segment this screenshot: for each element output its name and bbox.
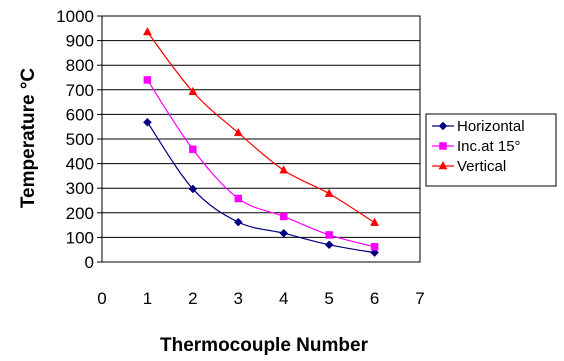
data-point-vertical bbox=[279, 165, 289, 174]
x-tick-label: 1 bbox=[143, 289, 152, 308]
series-group bbox=[143, 26, 379, 258]
data-point-inc-at-15 bbox=[189, 145, 197, 154]
series-line-vertical bbox=[146, 31, 375, 224]
data-point-vertical bbox=[233, 127, 243, 137]
y-tick-label: 200 bbox=[66, 204, 94, 223]
series-line-horizontal bbox=[146, 121, 375, 254]
data-point-horizontal bbox=[143, 117, 152, 127]
x-axis-ticks: 0 1 2 3 4 5 6 7 bbox=[97, 289, 424, 308]
legend-label-inc-at-15: Inc.at 15° bbox=[457, 138, 521, 155]
y-axis-title: Temperature °C bbox=[18, 68, 39, 209]
y-tick-label: 700 bbox=[66, 81, 94, 100]
data-point-inc-at-15 bbox=[325, 231, 333, 239]
gridlines bbox=[102, 40, 420, 238]
x-tick-label: 0 bbox=[97, 289, 106, 308]
x-tick-label: 5 bbox=[324, 289, 333, 308]
data-point-vertical bbox=[324, 188, 334, 197]
y-axis-ticks: 0 100 200 300 400 500 600 700 800 900 1000 bbox=[56, 7, 102, 272]
data-point-inc-at-15 bbox=[279, 212, 288, 221]
y-tick-label: 300 bbox=[66, 179, 94, 198]
data-point-horizontal bbox=[324, 240, 334, 250]
x-tick-label: 2 bbox=[188, 289, 197, 308]
data-point-vertical bbox=[370, 217, 379, 226]
series-vertical bbox=[143, 26, 379, 226]
x-tick-label: 4 bbox=[279, 289, 288, 308]
series-inc-at-15 bbox=[143, 76, 379, 251]
x-tick-label: 7 bbox=[415, 289, 424, 308]
y-tick-label: 1000 bbox=[56, 7, 94, 26]
data-point-vertical bbox=[188, 86, 198, 96]
series-horizontal bbox=[143, 117, 379, 258]
legend-label-vertical: Vertical bbox=[457, 158, 506, 175]
data-point-inc-at-15 bbox=[143, 76, 152, 84]
y-tick-label: 0 bbox=[85, 253, 94, 272]
y-tick-label: 500 bbox=[66, 130, 94, 149]
y-tick-label: 400 bbox=[66, 155, 94, 174]
legend-marker-horizontal bbox=[438, 121, 448, 131]
legend-marker-inc-at-15 bbox=[439, 142, 447, 150]
data-point-vertical bbox=[143, 26, 152, 36]
y-tick-label: 100 bbox=[66, 228, 94, 247]
y-tick-label: 900 bbox=[66, 32, 94, 51]
data-point-inc-at-15 bbox=[234, 194, 243, 203]
x-axis-title: Thermocouple Number bbox=[160, 335, 369, 356]
legend: Horizontal Inc.at 15° Vertical bbox=[425, 113, 557, 187]
legend-marker-vertical bbox=[438, 160, 448, 170]
legend-label-horizontal: Horizontal bbox=[457, 118, 525, 135]
x-tick-label: 6 bbox=[370, 289, 379, 308]
y-tick-label: 600 bbox=[66, 105, 94, 124]
data-point-horizontal bbox=[279, 228, 289, 238]
y-tick-label: 800 bbox=[66, 56, 94, 75]
x-tick-label: 3 bbox=[234, 289, 243, 308]
data-point-horizontal bbox=[188, 184, 198, 194]
data-point-inc-at-15 bbox=[370, 242, 379, 251]
data-point-horizontal bbox=[233, 217, 243, 227]
data-point-horizontal bbox=[370, 248, 379, 258]
